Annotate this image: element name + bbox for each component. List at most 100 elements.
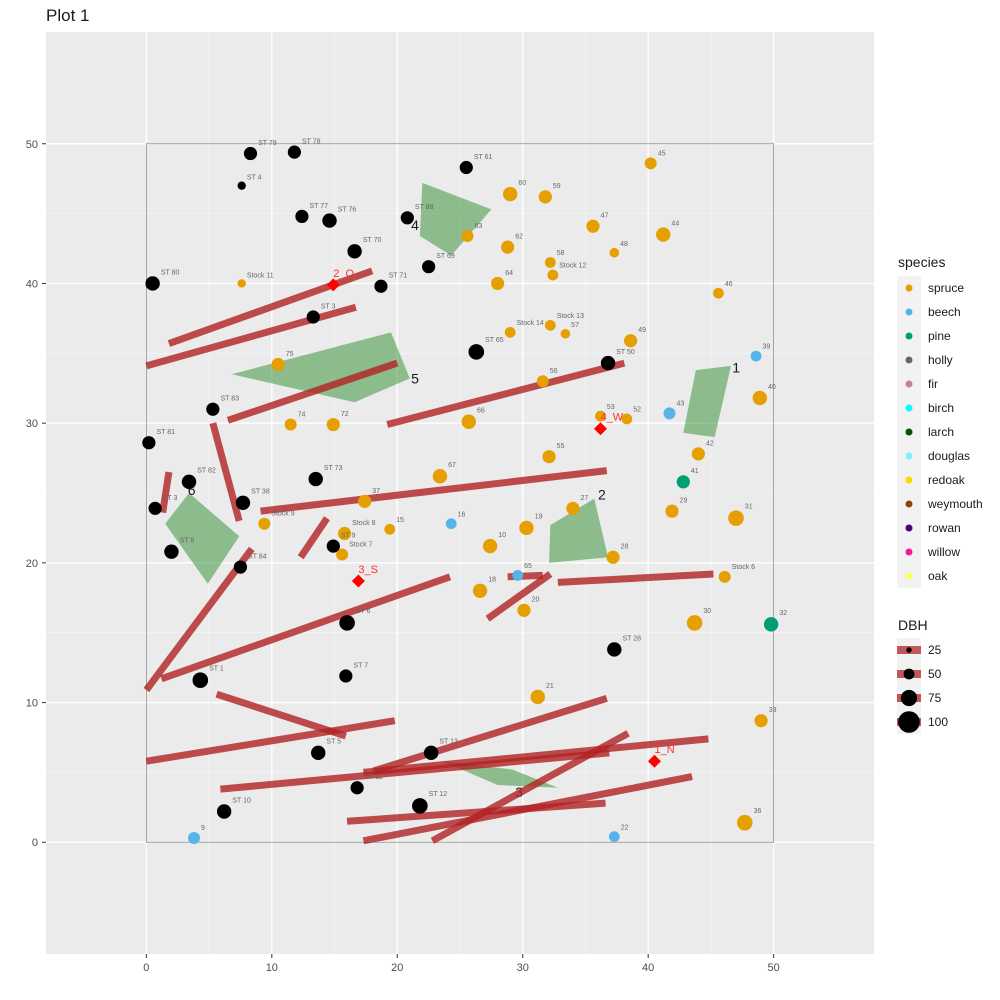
deadwood-log	[160, 573, 452, 683]
tree-label: ST 3	[163, 495, 178, 502]
tree-point	[164, 544, 179, 559]
tree-label: 19	[535, 514, 543, 521]
legend-species-label: willow	[927, 545, 960, 559]
tree-label: 15	[396, 517, 404, 524]
tree-point	[216, 804, 232, 819]
tree-label: 56	[550, 368, 558, 375]
tree-point	[665, 504, 679, 518]
tree-label: Stock 11	[247, 272, 274, 279]
tree-label: 22	[621, 824, 629, 831]
tree-point	[763, 617, 779, 632]
deadwood-log	[362, 773, 693, 845]
tree-point	[468, 344, 485, 360]
tree-point	[736, 814, 753, 831]
tree-label: ST 6	[356, 608, 371, 615]
polygon-label: 4	[411, 217, 419, 233]
deadwood-log	[220, 749, 610, 793]
tree-point	[339, 669, 353, 683]
marker-diamond	[351, 574, 365, 588]
tree-point	[423, 745, 439, 761]
tree-label: ST 82	[197, 468, 216, 475]
tree-point	[339, 615, 355, 631]
tree-point	[384, 523, 396, 535]
tree-label: 43	[677, 400, 685, 407]
deadwood-logs	[143, 267, 714, 845]
tree-label: ST 4	[247, 174, 262, 181]
deadwood-log	[557, 570, 714, 586]
tree-label: ST 88	[415, 204, 434, 211]
y-tick-label: 10	[26, 698, 38, 710]
tree-point	[536, 375, 549, 388]
regeneration-polygon	[231, 332, 410, 403]
tree-point	[547, 269, 559, 281]
tree-point	[206, 402, 220, 416]
deadwood-log	[363, 735, 709, 776]
legend-species-label: rowan	[928, 521, 961, 535]
tree-point	[754, 714, 768, 728]
tree-label: 75	[286, 351, 294, 358]
tree-label: ST 78	[302, 139, 321, 146]
deadwood-log	[209, 422, 243, 522]
tree-point	[512, 570, 524, 581]
tree-label: 62	[515, 234, 523, 241]
tree-point	[504, 326, 516, 338]
legend-swatch	[905, 524, 913, 532]
tree-point	[491, 276, 505, 291]
tree-label: Stock 13	[557, 313, 584, 320]
polygon-label: 6	[188, 482, 196, 498]
tree-point	[560, 328, 571, 339]
deadwood-log	[167, 267, 374, 347]
tree-label: 36	[754, 808, 762, 815]
deadwood-log	[226, 359, 399, 424]
legend-species-label: oak	[928, 569, 948, 583]
tree-point	[656, 227, 671, 242]
plot-markers: 2_O 4_W 3_S 1_N	[326, 268, 675, 768]
deadwood-log	[260, 467, 608, 515]
tree-point	[606, 550, 620, 564]
tree-point	[306, 310, 320, 324]
tree-point	[295, 209, 309, 223]
tree-point	[530, 689, 545, 705]
legend-species-label: redoak	[928, 473, 966, 487]
tree-point	[607, 642, 622, 657]
tree-point	[750, 350, 762, 362]
deadwood-log	[346, 799, 606, 825]
legend-species-label: birch	[928, 401, 954, 415]
legend-species-label: holly	[928, 353, 953, 367]
x-tick-label: 30	[517, 962, 529, 974]
marker-label: 4_W	[601, 412, 624, 424]
tree-point	[237, 181, 246, 190]
marker-diamond	[326, 278, 340, 292]
regeneration-polygon	[165, 493, 240, 584]
deadwood-log	[386, 359, 626, 428]
tree-label: ST 13	[439, 739, 458, 746]
tree-point	[472, 583, 488, 598]
tree-point	[728, 510, 744, 526]
tree-point	[188, 832, 201, 845]
regeneration-polygon	[549, 498, 609, 563]
species-legend: species spruce beech pine holly fir birch larc…	[897, 254, 983, 588]
tree-point	[181, 474, 197, 490]
tree-label: 60	[518, 180, 526, 187]
tree-label: 45	[658, 150, 666, 157]
tree-point	[544, 319, 556, 331]
tree-point	[676, 475, 690, 489]
deadwood-log	[145, 717, 396, 765]
chart-title: Plot 1	[46, 6, 89, 25]
polygon-label: 1	[732, 359, 740, 375]
y-tick-label: 40	[26, 278, 38, 290]
polygon-label: 2	[598, 486, 606, 502]
tree-label: 18	[488, 577, 496, 584]
tree-point	[322, 213, 337, 228]
tree-label: 63	[475, 223, 483, 230]
tree-label: ST 83	[220, 396, 239, 403]
dbh-legend: DBH 25 50 75 100	[897, 617, 948, 734]
tree-point	[145, 276, 160, 291]
marker-label: 1_N	[654, 744, 674, 756]
tree-point	[148, 501, 162, 515]
legend-species-label: weymouth	[927, 497, 983, 511]
regeneration-polygon	[683, 365, 731, 438]
tree-label: ST 12	[429, 791, 448, 798]
tree-point	[459, 160, 473, 175]
